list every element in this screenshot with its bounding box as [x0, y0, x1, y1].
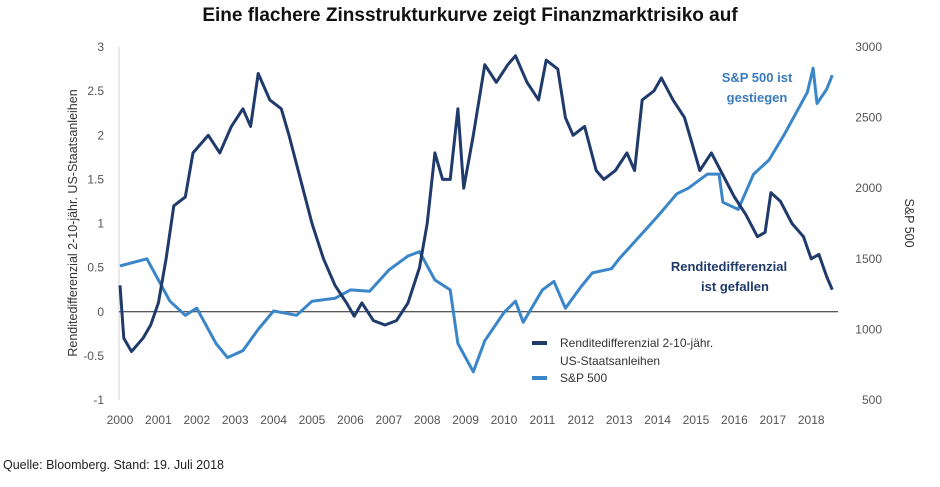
- x-tick-label: 2017: [759, 413, 786, 427]
- x-tick-label: 2016: [721, 413, 748, 427]
- y2-axis-label: S&P 500: [902, 198, 916, 247]
- y2-tick-label: 3000: [855, 40, 882, 54]
- legend-label-sp500: S&P 500: [560, 371, 607, 385]
- y-tick-label: 1.5: [87, 172, 104, 186]
- legend-label-spread-2: US-Staatsanleihen: [560, 354, 660, 368]
- x-tick-label: 2012: [567, 413, 594, 427]
- y-tick-label: 2.5: [87, 84, 104, 98]
- x-tick-label: 2011: [529, 413, 555, 427]
- y-tick-label: 0.5: [87, 261, 104, 275]
- x-tick-label: 2004: [260, 413, 287, 427]
- x-tick-label: 2005: [299, 413, 326, 427]
- y2-tick-label: 1000: [855, 322, 882, 336]
- y-tick-label: 2: [97, 128, 104, 142]
- x-tick-label: 2009: [452, 413, 479, 427]
- y-tick-label: 1: [97, 217, 104, 231]
- y-axis-label: Renditedifferenzial 2-10-jähr. US-Staats…: [66, 89, 80, 356]
- x-tick-label: 2007: [375, 413, 402, 427]
- x-tick-label: 2002: [183, 413, 210, 427]
- series-line-sp500: [119, 66, 834, 374]
- y2-tick-label: 500: [862, 393, 882, 407]
- y-tick-label: -0.5: [83, 349, 104, 363]
- y-tick-label: -1: [93, 393, 104, 407]
- legend-label-spread-1: Renditedifferenzial 2-10-jähr.: [560, 336, 713, 350]
- series-line-spread: [118, 54, 834, 353]
- x-tick-label: 2010: [491, 413, 518, 427]
- x-tick-label: 2018: [798, 413, 825, 427]
- annotation-sp-line1: S&P 500 ist: [722, 70, 793, 85]
- x-tick-label: 2013: [606, 413, 633, 427]
- annotation-spread-line1: Renditedifferenzial: [671, 259, 787, 274]
- x-tick-label: 2000: [107, 413, 134, 427]
- x-tick-label: 2008: [414, 413, 441, 427]
- y-tick-label: 0: [97, 305, 104, 319]
- x-tick-label: 2006: [337, 413, 364, 427]
- x-tick-label: 2014: [644, 413, 671, 427]
- chart-title: Eine flachere Zinsstrukturkurve zeigt Fi…: [202, 5, 738, 26]
- x-tick-label: 2001: [145, 413, 172, 427]
- y-tick-label: 3: [97, 40, 104, 54]
- annotation-sp-line2: gestiegen: [727, 90, 788, 105]
- source-note: Quelle: Bloomberg. Stand: 19. Juli 2018: [3, 458, 224, 472]
- y2-tick-label: 2500: [855, 111, 882, 125]
- y2-tick-label: 2000: [855, 181, 882, 195]
- y2-tick-label: 1500: [855, 252, 882, 266]
- x-tick-label: 2015: [683, 413, 710, 427]
- annotation-spread-line2: ist gefallen: [701, 279, 769, 294]
- x-tick-label: 2003: [222, 413, 249, 427]
